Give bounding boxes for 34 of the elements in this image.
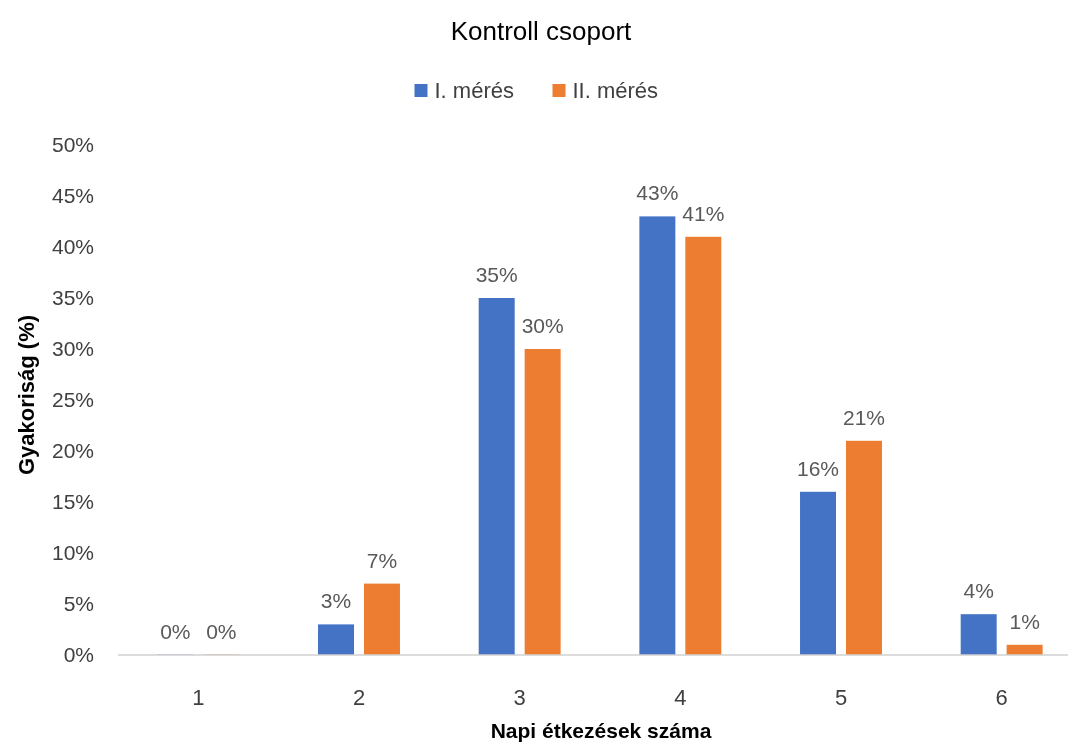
data-label: 35% (475, 263, 518, 286)
x-tick-label: 3 (513, 685, 526, 710)
x-tick-label: 1 (192, 685, 205, 710)
x-tick-label: 2 (352, 685, 366, 710)
legend-label: II. mérés (572, 78, 659, 103)
chart-title: Kontroll csoport (450, 16, 633, 46)
y-tick-label: 15% (51, 490, 94, 514)
y-tick-label: 40% (51, 235, 94, 259)
y-axis-title: Gyakoriság (%) (14, 314, 39, 476)
x-tick-label: 6 (995, 685, 1008, 710)
y-tick-label: 35% (51, 286, 94, 310)
y-tick-label: 0% (63, 643, 94, 667)
x-axis-title: Napi étkezések száma (490, 719, 712, 742)
data-label: 1% (1009, 609, 1040, 633)
y-tick-label: 30% (51, 337, 94, 361)
x-tick-label: 4 (674, 685, 687, 710)
data-label: 3% (320, 589, 352, 613)
data-label: 41% (682, 201, 725, 225)
y-tick-label: 50% (51, 133, 94, 157)
data-label: 43% (636, 181, 679, 205)
data-label: 16% (797, 456, 840, 480)
data-label: 7% (366, 548, 398, 572)
y-tick-label: 20% (51, 439, 94, 463)
data-label: 0% (160, 620, 191, 643)
y-tick-label: 10% (51, 541, 94, 565)
x-tick-label: 5 (834, 685, 848, 710)
legend-label: I. mérés (434, 78, 514, 103)
data-label: 4% (963, 579, 994, 603)
y-tick-label: 5% (63, 592, 94, 616)
data-label: 0% (206, 620, 237, 643)
y-tick-label: 45% (51, 184, 94, 208)
data-label: 21% (842, 405, 885, 429)
y-tick-label: 25% (51, 388, 94, 412)
data-label: 30% (521, 314, 564, 337)
